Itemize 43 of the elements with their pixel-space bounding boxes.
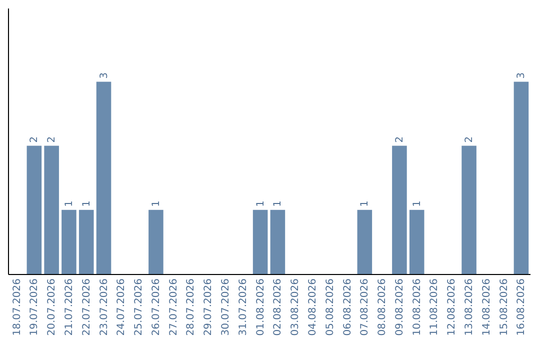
x-tick-label: 09.08.2026: [394, 278, 406, 336]
x-tick-label: 21.07.2026: [64, 278, 75, 336]
x-tick-label: 31.07.2026: [238, 278, 249, 336]
x-tick-label: 16.08.2026: [516, 278, 528, 336]
x-tick-label: 04.08.2026: [307, 278, 318, 336]
x-tick-label: 13.08.2026: [464, 278, 476, 336]
data-label: 2: [29, 136, 40, 143]
data-label: 1: [64, 200, 75, 207]
x-tick-label: 05.08.2026: [324, 278, 336, 336]
data-label: 2: [394, 136, 406, 143]
x-tick-label: 19.07.2026: [29, 278, 40, 336]
data-label: 1: [360, 200, 371, 207]
data-label: 2: [464, 136, 476, 143]
x-tick-label: 07.08.2026: [360, 278, 371, 336]
x-tick-label: 11.08.2026: [429, 278, 440, 336]
x-tick-label: 27.07.2026: [168, 278, 180, 336]
x-tick-label: 01.08.2026: [255, 278, 266, 336]
x-tick-label: 23.07.2026: [98, 278, 110, 336]
x-tick-label: 08.08.2026: [377, 278, 388, 336]
data-label: 3: [98, 72, 110, 79]
x-tick-label: 20.07.2026: [46, 278, 58, 336]
data-label: 3: [516, 72, 528, 79]
x-tick-label: 28.07.2026: [186, 278, 197, 336]
x-tick-label: 25.07.2026: [134, 278, 145, 336]
x-tick-label: 02.08.2026: [272, 278, 284, 336]
data-label: 1: [412, 200, 423, 207]
x-tick-label: 10.08.2026: [412, 278, 423, 336]
x-tick-label: 24.07.2026: [116, 278, 128, 336]
x-tick-label: 15.08.2026: [498, 278, 510, 336]
x-tick-label: 12.08.2026: [446, 278, 458, 336]
x-tick-label: 18.07.2026: [12, 278, 23, 336]
x-tick-label: 29.07.2026: [203, 278, 214, 336]
x-tick-label: 26.07.2026: [150, 278, 162, 336]
x-tick-label: 14.08.2026: [481, 278, 492, 336]
x-tick-label: 03.08.2026: [290, 278, 302, 336]
data-label: 1: [272, 200, 284, 207]
data-label: 1: [81, 200, 92, 207]
data-label: 2: [46, 136, 58, 143]
data-label: 1: [255, 200, 266, 207]
x-tick-label: 30.07.2026: [220, 278, 232, 336]
data-label: 1: [150, 200, 162, 207]
x-tick-label: 06.08.2026: [342, 278, 354, 336]
x-tick-label: 22.07.2026: [81, 278, 92, 336]
